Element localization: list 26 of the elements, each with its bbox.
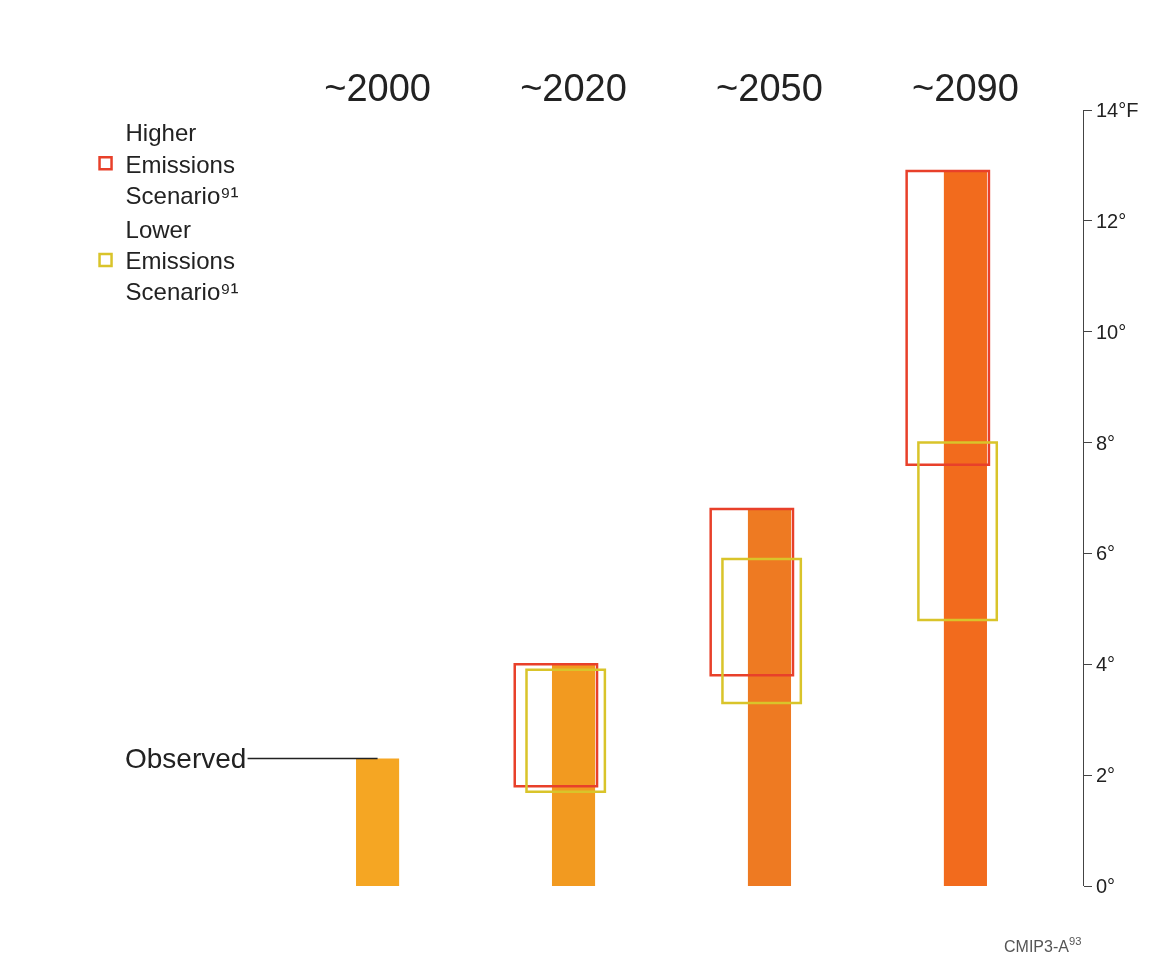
y-tick-label: 12° <box>1096 209 1127 232</box>
bar <box>721 557 803 705</box>
y-tick-label: 4° <box>1096 653 1116 676</box>
bar <box>709 507 795 677</box>
bar <box>356 758 400 886</box>
bar <box>551 664 596 886</box>
y-tick-label: 10° <box>1096 320 1127 343</box>
x-tick-label: ~2090 <box>912 67 1019 110</box>
bar <box>905 169 991 466</box>
annotation: Observed <box>125 743 247 774</box>
bar <box>943 170 987 886</box>
bar <box>917 441 999 622</box>
y-tick-label: 8° <box>1096 431 1116 454</box>
y-tick-label: 2° <box>1096 764 1116 787</box>
bar <box>525 668 607 794</box>
x-tick-label: ~2000 <box>324 67 431 110</box>
legend-label: Lower Emissions Scenario⁹¹ <box>125 216 239 306</box>
y-tick-label: 0° <box>1096 875 1116 897</box>
y-tick-label: 14°F <box>1096 99 1139 121</box>
x-tick-label: ~2050 <box>716 67 823 110</box>
legend-label: Higher Emissions Scenario⁹¹ <box>125 119 239 209</box>
text: CMIP3-A$^{93}$ <box>1004 935 1082 955</box>
x-tick-label: ~2020 <box>520 67 627 110</box>
y-tick-label: 6° <box>1096 542 1116 565</box>
bar <box>513 663 599 788</box>
bar <box>747 509 792 886</box>
